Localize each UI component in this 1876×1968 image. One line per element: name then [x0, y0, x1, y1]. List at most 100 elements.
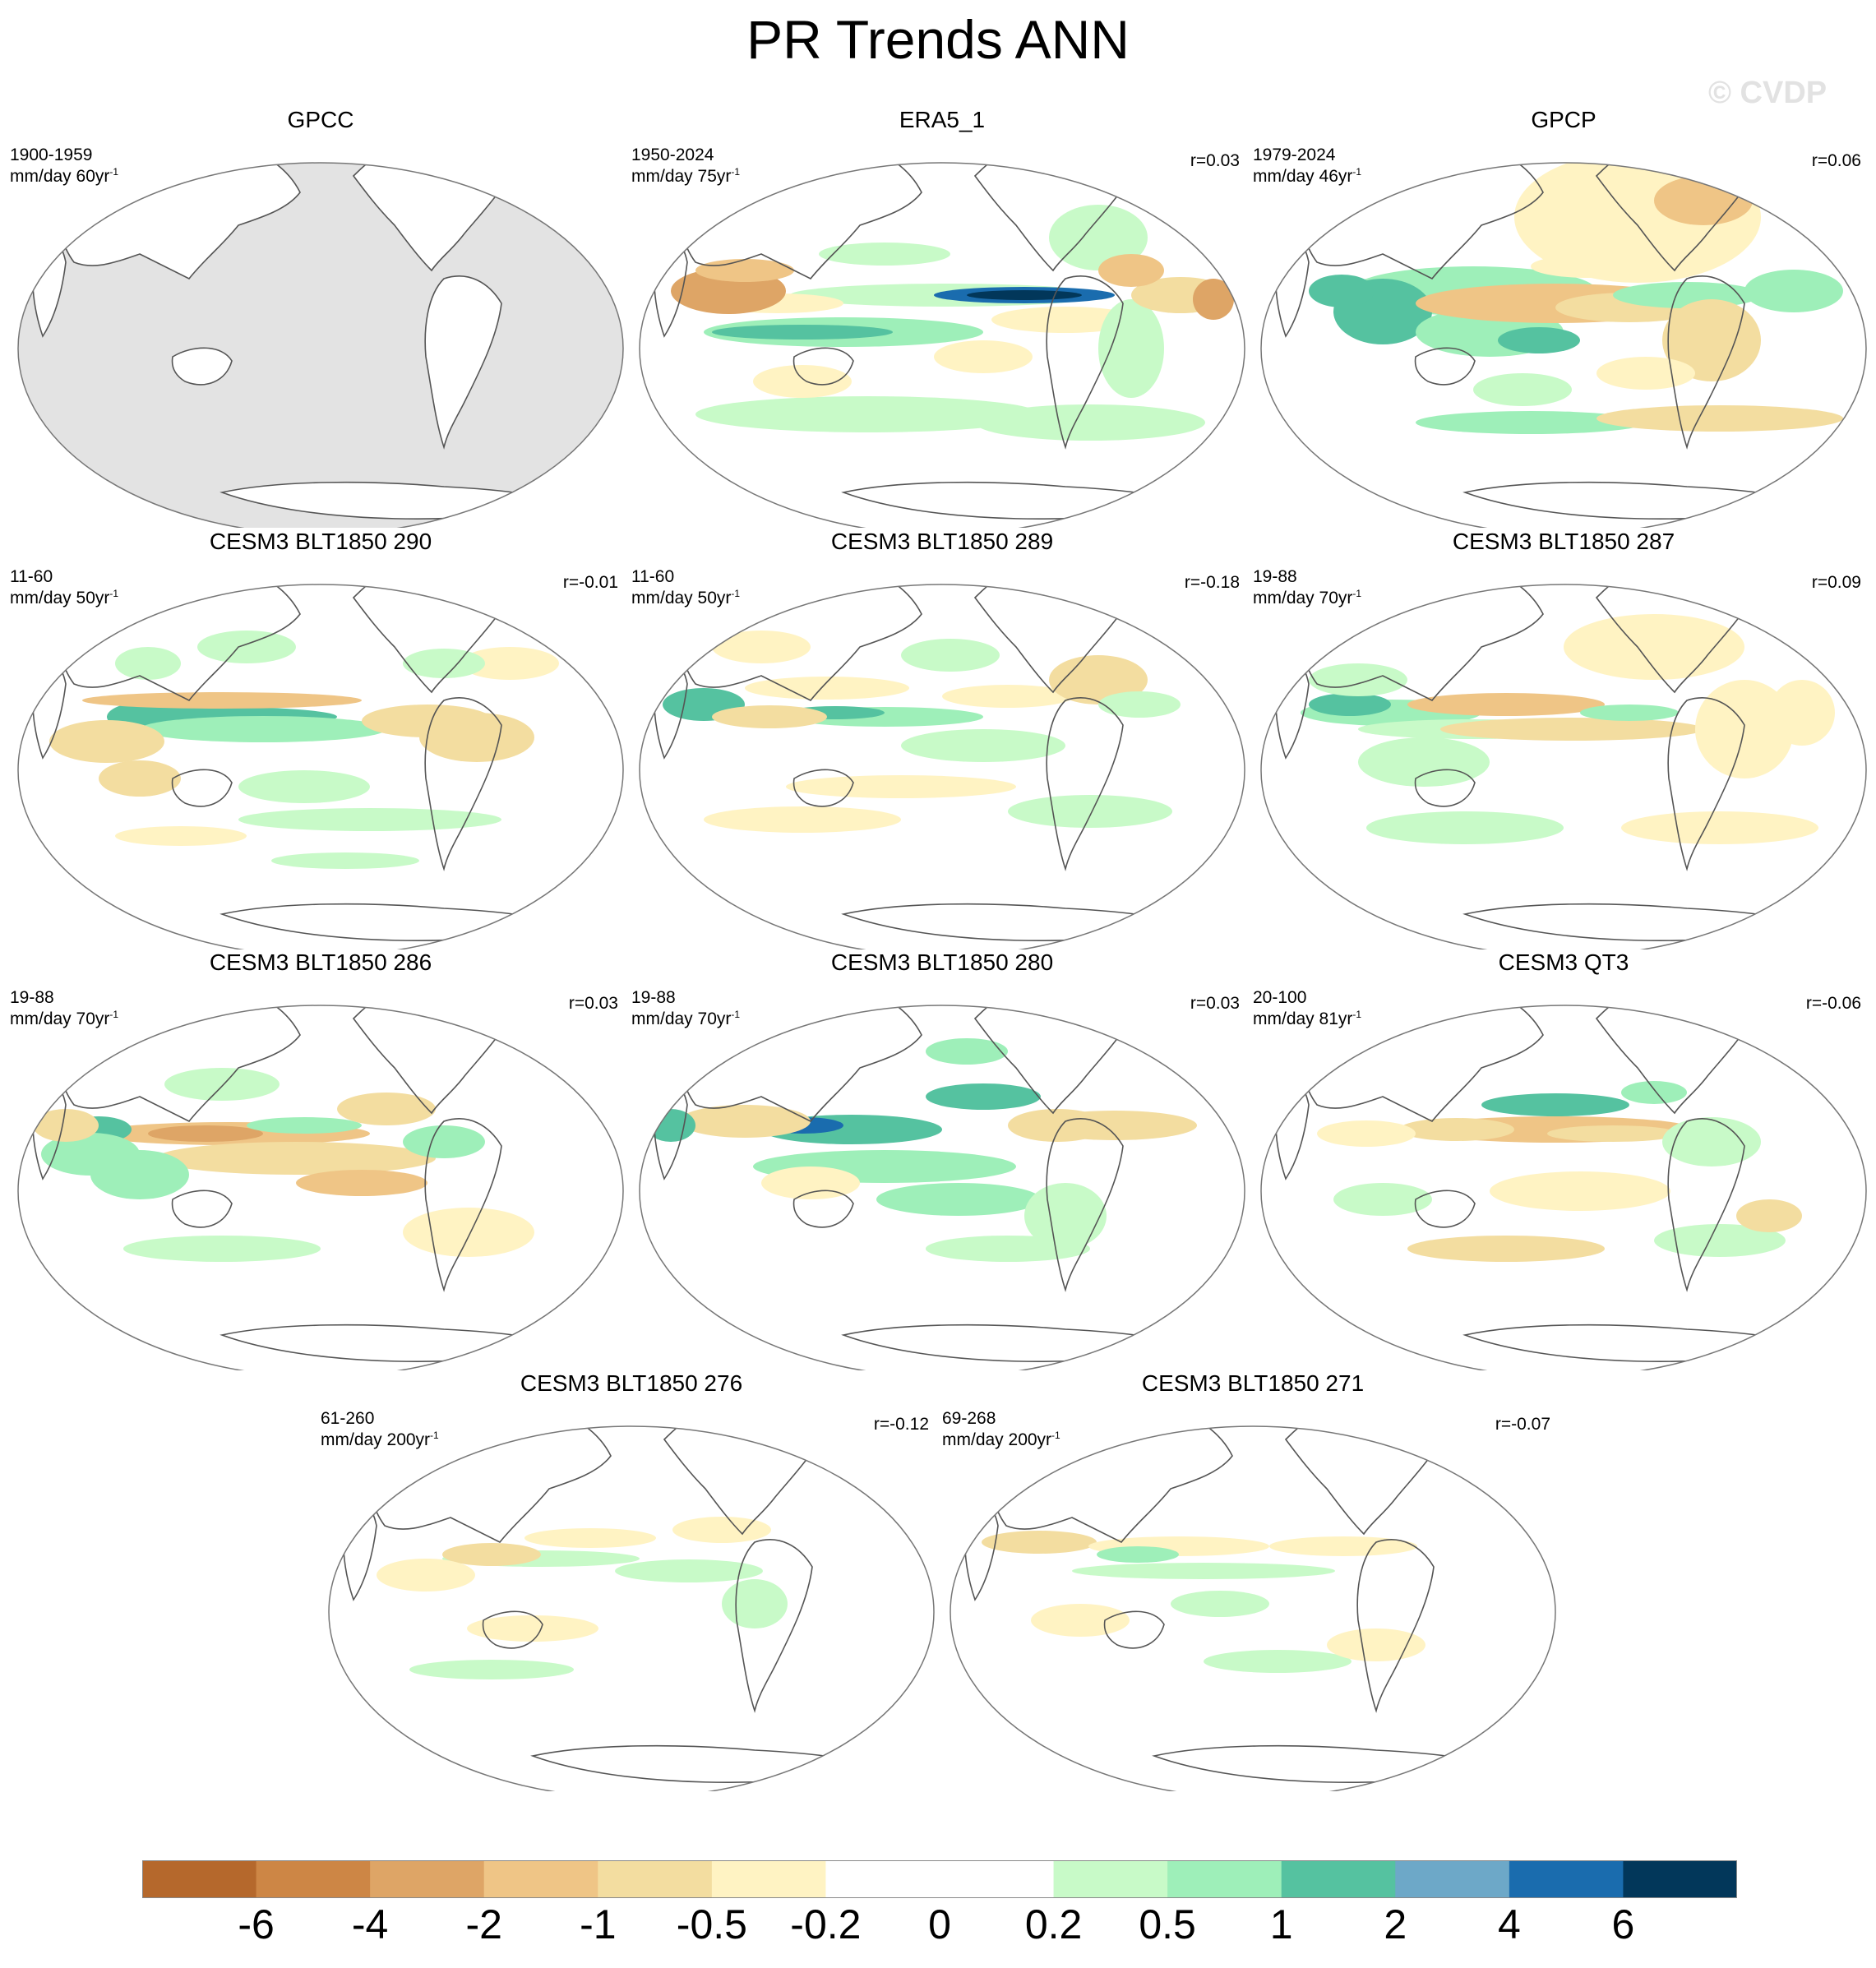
panel-title: GPCP	[1531, 107, 1596, 132]
map-panel: CESM3 BLT1850 289 11-60 mm/day 50yr-1 r=-0.…	[631, 529, 1253, 949]
coastline	[171, 769, 233, 807]
trend-patch	[1621, 811, 1818, 844]
colorbar-swatch	[142, 1860, 257, 1898]
trend-patch	[786, 775, 1016, 798]
trend-patch	[695, 396, 1041, 432]
trend-patch	[409, 1660, 574, 1679]
units-label: mm/day 200yr-1	[942, 1430, 1060, 1449]
map-background	[329, 1426, 934, 1791]
colorbar-swatch	[1623, 1860, 1737, 1898]
period-label: 11-60	[631, 567, 675, 586]
colorbar-tick-label: -6	[238, 1901, 275, 1947]
colorbar-tick-label: 2	[1384, 1901, 1407, 1947]
correlation-label: r=0.03	[1190, 994, 1240, 1013]
trend-patch	[1366, 811, 1564, 844]
trend-patch	[1580, 705, 1679, 721]
correlation-label: r=-0.07	[1495, 1415, 1550, 1434]
coastline	[171, 1190, 233, 1228]
period-label: 1900-1959	[10, 146, 93, 164]
trend-patch	[1490, 1171, 1670, 1211]
page-title: PR Trends ANN	[746, 9, 1130, 70]
trend-patch	[99, 760, 181, 797]
coastline	[792, 769, 854, 807]
trend-patch	[1193, 279, 1234, 320]
map-plot	[639, 1005, 1245, 1370]
period-label: 19-88	[10, 988, 54, 1007]
coastline	[1284, 1426, 1451, 1536]
colorbar-swatch	[1053, 1860, 1168, 1898]
map-outline	[17, 1005, 624, 1370]
coastline	[1356, 1539, 1435, 1713]
period-label: 11-60	[10, 567, 53, 586]
coastline	[735, 1539, 813, 1713]
trend-patch	[238, 770, 370, 803]
map-panel: GPCP 1979-2024 mm/day 46yr-1 r=0.06	[1253, 107, 1874, 528]
trend-patch	[419, 713, 534, 762]
trend-patch	[1473, 373, 1572, 406]
colorbar-tick-label: -2	[465, 1901, 502, 1947]
panel-title: CESM3 BLT1850 286	[209, 949, 432, 975]
coastline	[1414, 347, 1476, 386]
coastline	[1595, 1005, 1762, 1115]
map-panel: ERA5_1 1950-2024 mm/day 75yr-1 r=0.03	[631, 107, 1253, 528]
units-exponent: -1	[1352, 1009, 1362, 1020]
coastline	[424, 275, 502, 450]
correlation-label: r=0.03	[1190, 151, 1240, 170]
panel-title: CESM3 BLT1850 290	[209, 529, 432, 554]
units-label: mm/day 60yr-1	[10, 166, 119, 186]
trend-patch	[901, 639, 1000, 672]
trend-patch	[1098, 254, 1164, 287]
trend-patch	[115, 647, 181, 680]
map-plot	[1260, 584, 1867, 949]
trend-patch	[672, 1517, 771, 1543]
trend-patch	[1098, 691, 1181, 718]
coastline	[1667, 275, 1745, 450]
trend-patch	[615, 1559, 763, 1582]
trend-patch	[467, 1615, 598, 1642]
trend-patch	[1399, 1118, 1514, 1141]
coastline	[792, 1190, 854, 1228]
units-label: mm/day 70yr-1	[1253, 588, 1362, 607]
trend-patch	[1407, 693, 1605, 716]
coastline	[352, 584, 519, 694]
panel-title: CESM3 BLT1850 280	[830, 949, 1054, 975]
trend-patch	[745, 677, 909, 700]
period-label: 1979-2024	[1253, 146, 1336, 164]
coastline	[482, 1610, 543, 1649]
trend-patch	[82, 692, 362, 709]
map-plot	[639, 584, 1245, 949]
map-plot	[1260, 1005, 1867, 1370]
units-exponent: -1	[109, 1009, 119, 1020]
trend-patch	[1596, 405, 1843, 432]
map-panel: CESM3 BLT1850 276 61-260 mm/day 200yr-1 r=-…	[321, 1370, 942, 1791]
colorbar-swatch	[370, 1860, 485, 1898]
panel-title: CESM3 BLT1850 271	[1141, 1370, 1365, 1396]
trend-patch	[753, 365, 852, 398]
trend-patch	[197, 631, 296, 663]
units-exponent: -1	[731, 1009, 741, 1020]
trend-patch	[1769, 680, 1835, 746]
trend-patch	[1031, 1604, 1130, 1637]
units-exponent: -1	[1352, 166, 1362, 178]
trend-patch	[1416, 411, 1646, 434]
coastline	[1414, 1190, 1476, 1228]
trend-patch	[646, 1109, 695, 1142]
trend-patch	[712, 325, 893, 340]
trend-patch	[524, 1528, 656, 1548]
colorbar-tick-label: -0.5	[676, 1901, 747, 1947]
period-label: 19-88	[631, 988, 676, 1007]
panel-title: CESM3 BLT1850 289	[830, 529, 1054, 554]
coastline	[973, 1005, 1140, 1115]
map-outline	[328, 1425, 935, 1791]
colorbar-tick-label: 1	[1269, 1901, 1293, 1947]
map-plot	[950, 1425, 1556, 1791]
correlation-label: r=-0.18	[1184, 573, 1240, 592]
colorbar-tick-label: 0.2	[1024, 1901, 1083, 1947]
trend-patch	[1498, 327, 1580, 353]
colorbar-tick-label: -0.2	[790, 1901, 862, 1947]
panel-title: CESM3 BLT1850 287	[1452, 529, 1675, 554]
trend-patch	[1008, 795, 1172, 828]
map-outline	[950, 1425, 1556, 1791]
colorbar-tick-label: 0	[928, 1901, 951, 1947]
units-label: mm/day 200yr-1	[321, 1430, 439, 1449]
